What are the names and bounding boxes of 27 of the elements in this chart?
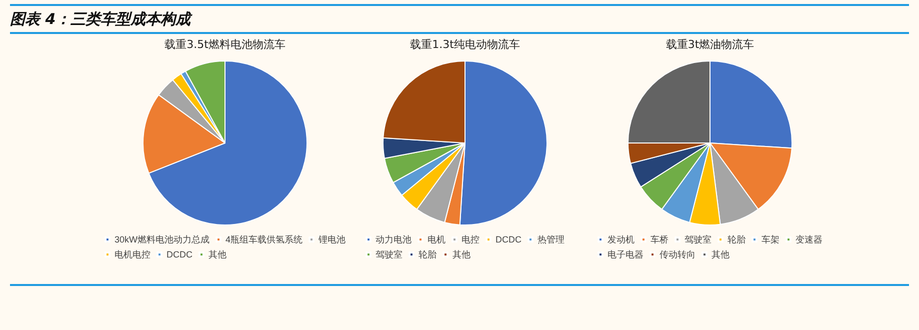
- legend-label: 轮胎: [728, 234, 746, 244]
- legend-label: DCDC: [496, 234, 522, 244]
- legend-label: 30kW燃料电池动力总成: [114, 234, 210, 244]
- legend-label: 车架: [762, 234, 780, 244]
- legend-label: 电子电器: [608, 250, 644, 260]
- legend-label: 锂电池: [318, 234, 346, 244]
- legend-label: 其他: [712, 250, 730, 260]
- legend-label: 4瓶组车载供氢系统: [226, 234, 303, 244]
- legend-label: DCDC: [166, 250, 193, 260]
- chart-title: 载重3.5t燃料电池物流车: [164, 38, 286, 51]
- chart-title: 载重3t燃油物流车: [666, 38, 754, 51]
- legend-label: 传动转向: [660, 250, 696, 260]
- legend-label: 驾驶室: [376, 250, 402, 260]
- text: 图表 4：三类车型成本构成: [10, 4, 909, 34]
- legend-label: 电机电控: [114, 250, 150, 260]
- legend-label: 车桥: [650, 234, 668, 244]
- chart-title: 载重1.3t纯电动物流车: [410, 38, 520, 51]
- legend-label: 发动机: [608, 234, 634, 244]
- legend-label: 其他: [208, 250, 226, 260]
- legend-label: 动力电池: [376, 234, 412, 244]
- legend-label: 电控: [462, 234, 480, 244]
- legend-label: 轮胎: [418, 250, 436, 260]
- legend-label: 其他: [452, 250, 470, 260]
- legend-label: 电机: [428, 234, 446, 244]
- legend-label: 驾驶室: [684, 234, 712, 244]
- legend-label: 变速器: [796, 234, 822, 244]
- legend-label: 热管理: [538, 234, 564, 244]
